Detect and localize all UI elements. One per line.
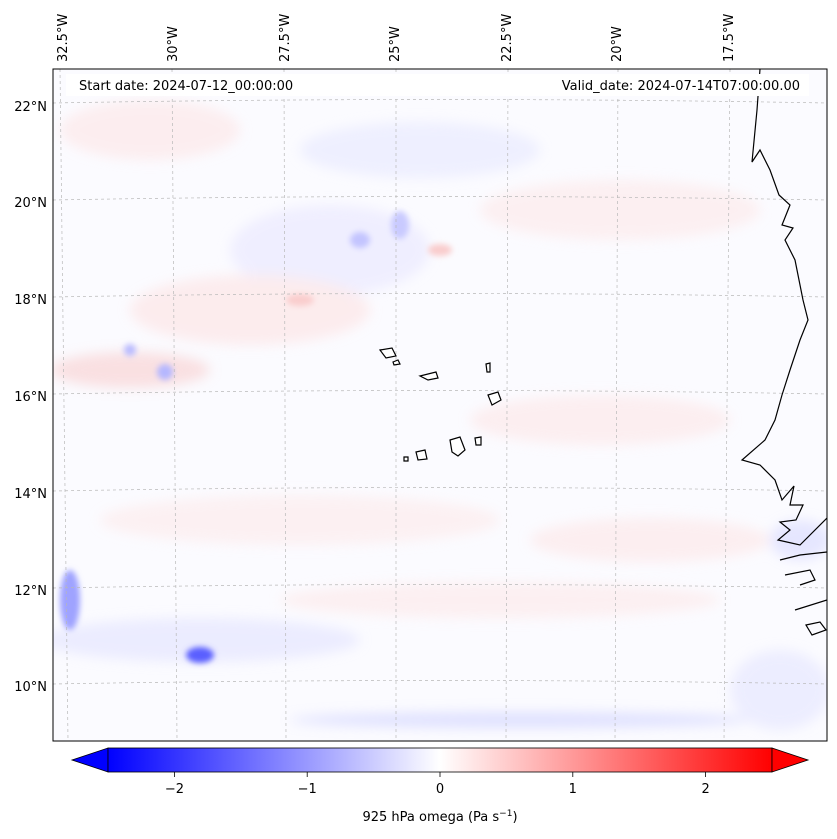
colorbar-tick-label: 2 (701, 782, 709, 797)
island-maio (474, 436, 482, 446)
map-frame (52, 68, 828, 742)
lon-label: 27.5°W (278, 14, 293, 62)
lat-label: 20°N (14, 196, 47, 211)
lon-label: 25°W (388, 26, 403, 62)
lat-label: 14°N (14, 487, 47, 502)
valid-date: Valid_date: 2024-07-14T07:00:00.00 (562, 79, 800, 94)
lon-label: 32.5°W (56, 14, 71, 62)
colorbar: −2 −1 0 1 2 925 hPa omega (Pa s−1) (70, 747, 810, 825)
colorbar-ticks: −2 −1 0 1 2 (165, 772, 710, 797)
colorbar-tick-label: −2 (165, 782, 184, 797)
colorbar-tick-label: −1 (298, 782, 317, 797)
lat-label: 18°N (14, 293, 47, 308)
lon-label: 20°W (610, 26, 625, 62)
colorbar-extend-high (771, 747, 810, 773)
lon-label: 30°W (166, 26, 181, 62)
map-panel (52, 68, 828, 742)
coastline (740, 69, 827, 636)
island-santiago (449, 436, 466, 457)
start-date: Start date: 2024-07-12_00:00:00 (79, 79, 293, 94)
cabo-verde-islands (378, 347, 502, 462)
lat-label: 12°N (14, 584, 47, 599)
date-header-box (66, 74, 809, 96)
gridlines (53, 69, 827, 741)
island-sal (485, 362, 491, 373)
island-santo-antao (378, 347, 397, 359)
colorbar-gradient (107, 747, 773, 773)
lon-label: 22.5°W (500, 14, 515, 62)
island-sao-nicolau (418, 371, 439, 381)
colorbar-tick-label: 1 (569, 782, 577, 797)
island-boa-vista (487, 391, 502, 406)
latitude-labels: 22°N 20°N 18°N 16°N 14°N 12°N 10°N (14, 100, 47, 695)
longitude-labels: 32.5°W 30°W 27.5°W 25°W 22.5°W 20°W 17.5… (56, 14, 737, 62)
colorbar-tick-label: 0 (436, 782, 444, 797)
island-brava (403, 456, 409, 462)
island-fogo (415, 449, 428, 461)
colorbar-label: 925 hPa omega (Pa s−1) (362, 809, 517, 825)
lat-label: 16°N (14, 390, 47, 405)
colorbar-extend-low (70, 747, 109, 773)
lat-label: 10°N (14, 680, 47, 695)
omega-field (53, 100, 827, 730)
island-sao-vicente (392, 359, 401, 366)
lon-label: 17.5°W (722, 14, 737, 62)
lat-label: 22°N (14, 100, 47, 115)
